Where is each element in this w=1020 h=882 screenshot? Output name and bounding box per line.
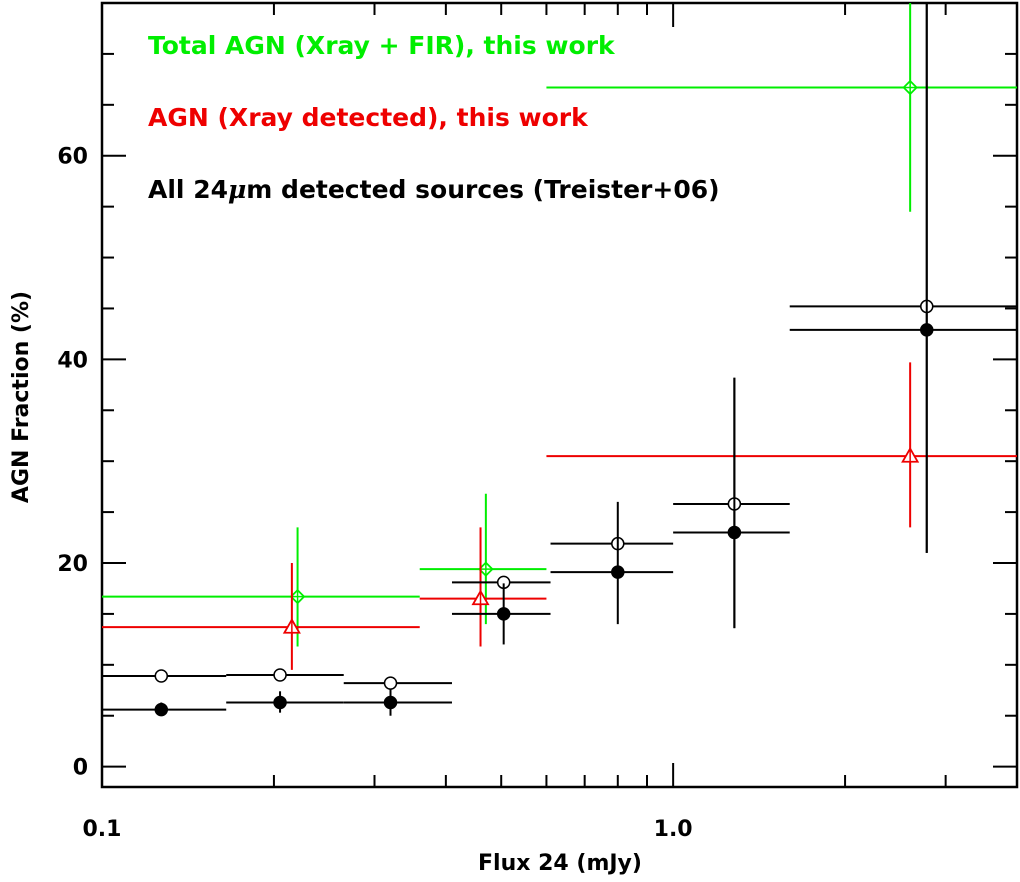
x-axis-title: Flux 24 (mJy) [478, 851, 642, 876]
data-point [611, 565, 625, 579]
y-tick-label: 20 [57, 552, 88, 577]
x-tick-label: 1.0 [654, 817, 693, 842]
y-axis-title: AGN Fraction (%) [9, 291, 34, 503]
data-point [920, 323, 934, 337]
plot-frame [100, 1, 1019, 789]
y-tick-label: 0 [73, 756, 88, 781]
x-tick-label: 0.1 [83, 817, 122, 842]
series-triangle-open [102, 362, 1017, 670]
y-tick-label: 40 [57, 348, 88, 373]
legend-entry: Total AGN (Xray + FIR), this work [148, 31, 616, 60]
data-point [154, 669, 169, 683]
data-point [383, 676, 398, 690]
series-circle-filled [102, 3, 1017, 717]
legend: Total AGN (Xray + FIR), this work AGN (Xr… [148, 31, 720, 204]
data-point [154, 702, 169, 717]
axis-ticks [101, 3, 1018, 787]
data-series [102, 3, 1017, 717]
y-tick-label: 60 [57, 145, 88, 170]
legend-entry: AGN (Xray detected), this work [148, 103, 589, 132]
legend-entry: All 24μm detected sources (Treister+06) [148, 175, 720, 204]
data-point [727, 525, 742, 540]
tick-labels: 0.1 1.0 0 20 40 60 [57, 145, 692, 842]
series-diamond-open [102, 3, 1017, 647]
data-point [273, 695, 287, 710]
data-point [383, 695, 398, 710]
data-point [496, 607, 511, 621]
data-point [273, 668, 287, 682]
